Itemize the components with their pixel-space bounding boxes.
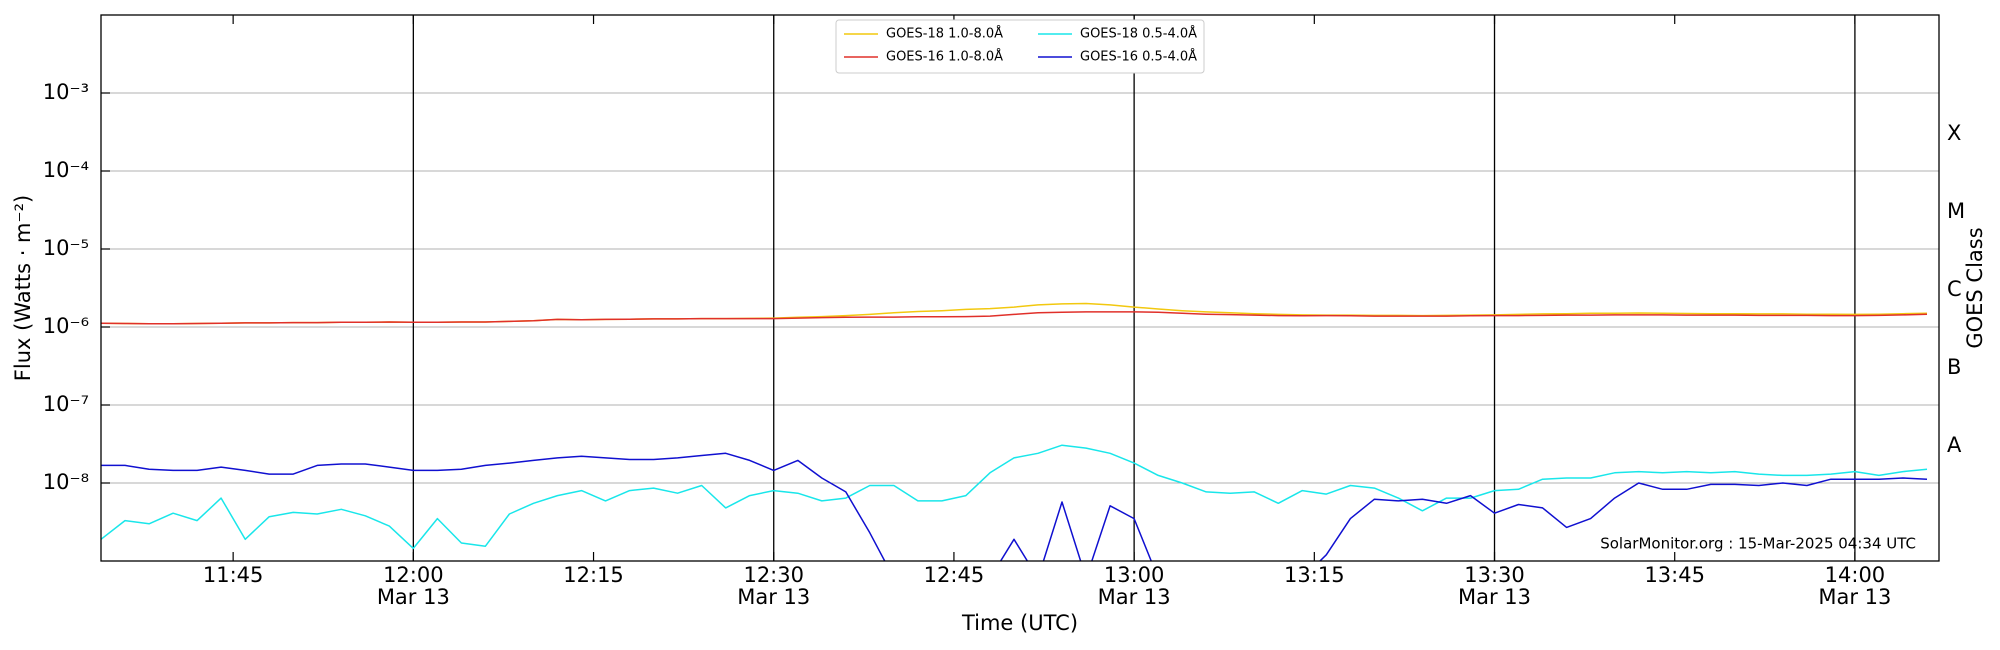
legend-label: GOES-18 0.5-4.0Å <box>1080 26 1197 42</box>
plot-lines <box>101 302 1928 561</box>
y-axis-label: Flux (Watts · m⁻²) <box>11 195 35 381</box>
x-tick-label: Mar 13 <box>1458 585 1531 609</box>
series-line <box>101 444 1928 550</box>
y2-tick-label: X <box>1947 121 1961 145</box>
y-tick-label: 10⁻⁷ <box>43 392 89 416</box>
x-tick-label: 12:15 <box>563 563 624 587</box>
legend-label: GOES-16 1.0-8.0Å <box>886 49 1003 65</box>
plot-frame <box>100 14 1940 562</box>
x-tick-label: 14:00 <box>1825 563 1886 587</box>
x-tick-label: 11:45 <box>203 563 264 587</box>
x-tick-label: 13:45 <box>1644 563 1705 587</box>
series-line <box>101 452 1928 561</box>
x-tick-label: 13:00 <box>1104 563 1165 587</box>
x-tick-label: Mar 13 <box>737 585 810 609</box>
y-tick-label: 10⁻⁸ <box>43 470 89 494</box>
x-tick-label: 13:30 <box>1464 563 1525 587</box>
x-tick-label: 12:00 <box>383 563 444 587</box>
x-tick-label: Mar 13 <box>1818 585 1891 609</box>
y2-tick-label: B <box>1947 355 1961 379</box>
legend-label: GOES-18 1.0-8.0Å <box>886 26 1003 42</box>
x-tick-label: 12:45 <box>924 563 985 587</box>
y-tick-label: 10⁻⁵ <box>43 236 89 260</box>
series-line <box>101 311 1928 325</box>
y-tick-label: 10⁻³ <box>43 80 89 104</box>
y2-tick-label: C <box>1947 277 1962 301</box>
y2-tick-label: A <box>1947 433 1962 457</box>
y-tick-label: 10⁻⁶ <box>43 314 89 338</box>
y2-tick-label: M <box>1947 199 1965 223</box>
y-tick-label: 10⁻⁴ <box>43 158 89 182</box>
x-axis-label: Time (UTC) <box>961 611 1078 635</box>
x-tick-label: 13:15 <box>1284 563 1345 587</box>
x-tick-label: Mar 13 <box>377 585 450 609</box>
legend-box <box>835 19 1205 74</box>
x-tick-label: 12:30 <box>743 563 804 587</box>
y2-axis-label: GOES Class <box>1963 227 1987 348</box>
legend-label: GOES-16 0.5-4.0Å <box>1080 49 1197 65</box>
x-tick-label: Mar 13 <box>1098 585 1171 609</box>
annotation: SolarMonitor.org : 15-Mar-2025 04:34 UTC <box>1600 535 1916 553</box>
